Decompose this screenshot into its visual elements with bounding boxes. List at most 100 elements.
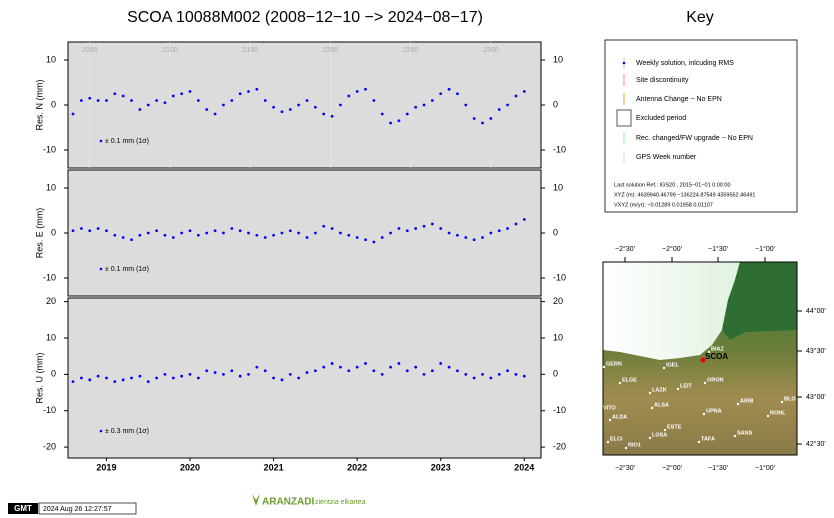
- x-tick-label: 2024: [514, 462, 534, 472]
- station-label: ALSA: [654, 402, 669, 408]
- lon-label: −1°30': [708, 245, 728, 253]
- data-point: [230, 227, 234, 230]
- station-label: TAFA: [701, 436, 715, 442]
- lat-label: 42°30': [806, 440, 826, 448]
- org-logo: [252, 494, 260, 506]
- data-point: [222, 372, 225, 376]
- timestamp-box: [38, 502, 137, 515]
- data-point: [113, 233, 117, 237]
- data-point: [447, 231, 451, 235]
- map-sea: [603, 262, 797, 360]
- station-label: ALDA: [612, 414, 627, 420]
- data-point: [339, 231, 342, 235]
- data-point: [121, 94, 125, 98]
- data-point: [222, 103, 225, 107]
- data-point: [71, 229, 75, 233]
- x-tick-label: 2019: [96, 462, 116, 472]
- y-axis-label: Res. N (mm): [34, 80, 44, 131]
- data-point: [213, 112, 217, 116]
- y-axis-label: Res. E (mm): [34, 208, 44, 259]
- y-tick-label: -20: [43, 441, 56, 451]
- data-point: [96, 374, 100, 378]
- data-point: [422, 103, 426, 107]
- station: [624, 446, 628, 450]
- station: [618, 381, 622, 385]
- data-point: [330, 114, 334, 118]
- data-point: [263, 99, 267, 102]
- data-point: [247, 372, 250, 376]
- data-point: [472, 238, 476, 242]
- station: [599, 409, 603, 413]
- y-tick-label: 10: [46, 332, 56, 342]
- data-point: [506, 227, 509, 230]
- lon-label: −1°00': [755, 464, 775, 472]
- y-tick-label: -10: [43, 272, 56, 282]
- data-point: [405, 112, 409, 116]
- data-point: [71, 112, 75, 116]
- lon-label: −2°30': [615, 464, 635, 472]
- data-point: [196, 233, 200, 237]
- data-point: [405, 229, 409, 233]
- station-label: ELGE: [622, 377, 637, 383]
- station: [702, 412, 706, 416]
- data-point: [238, 92, 242, 96]
- week-label: 2300: [483, 47, 499, 54]
- data-point: [288, 372, 292, 376]
- data-point: [322, 224, 326, 228]
- station: [697, 440, 701, 444]
- key-entry: GPS Week number: [636, 154, 697, 161]
- data-point: [188, 372, 192, 376]
- data-point: [171, 94, 175, 98]
- station-label: BIAZ: [711, 346, 724, 352]
- data-point: [313, 105, 317, 109]
- data-point: [105, 99, 108, 102]
- data-point: [447, 87, 451, 91]
- data-point: [180, 374, 184, 378]
- data-point: [397, 119, 401, 123]
- data-point: [506, 369, 509, 373]
- key-solution: XYZ (m): 4639940.46799 −136224.87549 435…: [614, 192, 755, 198]
- y-tick-label: 0: [51, 369, 56, 379]
- y-axis-label: Res. U (mm): [34, 353, 44, 404]
- week-label: 2150: [242, 47, 258, 54]
- data-point: [339, 365, 342, 369]
- station: [707, 350, 711, 354]
- data-point: [130, 376, 133, 380]
- data-point: [472, 376, 476, 380]
- annotation-dot: [99, 429, 103, 433]
- y-tick-label: 10: [553, 332, 563, 342]
- data-point: [414, 365, 418, 369]
- data-point: [238, 374, 242, 378]
- data-point: [255, 365, 259, 369]
- data-point: [313, 231, 317, 235]
- y-tick-label: -10: [43, 405, 56, 415]
- data-point: [422, 372, 426, 376]
- data-point: [105, 376, 108, 380]
- data-point: [305, 371, 309, 374]
- data-point: [171, 376, 175, 380]
- station: [650, 406, 654, 410]
- data-point: [163, 372, 167, 376]
- data-point: [79, 99, 83, 102]
- data-point: [171, 236, 175, 239]
- key-entry: Weekly solution, inlcuding RMS: [636, 60, 734, 67]
- data-point: [464, 103, 468, 107]
- data-point: [272, 376, 275, 380]
- data-point: [364, 238, 367, 242]
- data-point: [213, 229, 217, 233]
- station-label: VITO: [603, 405, 616, 411]
- gmt-logo: [8, 503, 38, 514]
- y-tick-label: -10: [553, 405, 566, 415]
- data-point: [430, 369, 434, 373]
- data-point: [138, 108, 142, 111]
- data-point: [280, 231, 284, 235]
- station: [736, 402, 740, 406]
- data-point: [288, 229, 292, 233]
- data-point: [389, 121, 392, 125]
- week-label: 2250: [403, 47, 419, 54]
- data-point: [146, 231, 150, 235]
- y-tick-label: 0: [51, 99, 56, 109]
- data-point: [372, 240, 376, 244]
- station: [703, 381, 707, 385]
- station-label: UPNA: [706, 408, 722, 414]
